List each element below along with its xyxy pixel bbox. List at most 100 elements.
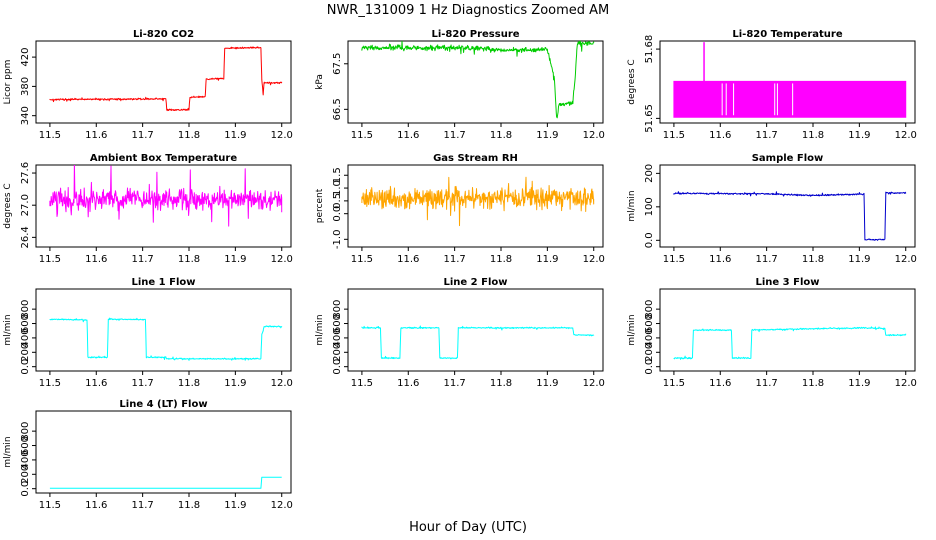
y-axis-label: Licor ppm [3,60,13,105]
x-tick-label: 11.6 [709,130,731,141]
y-axis-label: ml/min [627,190,637,221]
data-series-line [361,41,595,119]
y-tick-label: 51.65 [644,104,655,133]
y-tick-label: 800 [332,300,343,319]
x-tick-label: 11.5 [39,254,61,265]
x-tick-label: 11.5 [39,130,61,141]
figure-x-axis-label: Hour of Day (UTC) [409,520,527,535]
y-axis-label: degrees C [627,59,637,104]
x-tick-label: 11.8 [178,130,200,141]
data-layer [673,191,907,241]
y-tick-label: 100 [644,197,655,216]
panel-title: Line 4 (LT) Flow [119,399,207,410]
data-series-line [49,46,283,112]
x-tick-label: 11.9 [224,500,246,511]
x-tick-label: 11.6 [397,130,419,141]
y-tick-label: 400 [332,328,343,347]
y-tick-label: 1.0 [332,180,343,196]
x-tick-label: 11.5 [663,254,685,265]
figure-title: NWR_131009 1 Hz Diagnostics Zoomed AM [327,3,610,18]
data-layer [673,42,907,118]
data-layer [673,326,907,360]
x-tick-label: 11.5 [351,130,373,141]
y-tick-label: 800 [20,422,31,441]
y-tick-label: 600 [20,314,31,333]
panel-line-4-lt-flow: Line 4 (LT) Flow ml/min 11.5 11.6 11.7 11.8 11… [3,399,293,511]
plot-frame [35,40,292,124]
y-axis-label: ml/min [315,314,325,345]
panel-title: Li-820 Temperature [732,29,842,40]
data-series-line [49,476,282,489]
data-layer [49,317,283,361]
panel-line-2-flow: Line 2 Flow ml/min 11.5 11.6 11.7 11.8 11.9 12.… [315,277,605,389]
panel-title: Li-820 CO2 [133,29,194,40]
y-axis-label: ml/min [3,314,13,345]
x-tick-label: 11.9 [536,130,558,141]
y-tick-label: -1.0 [332,230,343,250]
y-tick-label: 400 [20,328,31,347]
data-series-line [49,165,283,227]
x-tick-label: 11.5 [351,254,373,265]
x-tick-label: 11.8 [178,500,200,511]
x-tick-label: 11.8 [802,254,824,265]
y-tick-label: 600 [332,314,343,333]
x-tick-label: 11.6 [85,378,107,389]
y-tick-label: 380 [20,77,31,96]
y-tick-label: 0.0 [644,232,655,248]
y-tick-label: 200 [20,465,31,484]
x-tick-label: 11.6 [397,254,419,265]
panel-ambient-box-temperature: Ambient Box Temperature degrees C 11.5 11.6… [3,153,293,265]
x-tick-label: 11.8 [178,254,200,265]
panel-li-820-temperature: Li-820 Temperature degrees C 11.5 11.6 11.7 1… [627,29,917,141]
x-tick-label: 11.6 [709,378,731,389]
y-tick-label: 420 [20,48,31,67]
panel-title: Li-820 Pressure [431,29,519,40]
y-tick-label: 1.5 [332,167,343,183]
x-tick-label: 12.0 [583,254,605,265]
x-tick-label: 12.0 [271,254,293,265]
x-tick-label: 11.7 [132,378,154,389]
panel-sample-flow: Sample Flow ml/min 11.5 11.6 11.7 11.8 11.9 12.… [627,153,917,265]
x-tick-label: 11.7 [444,254,466,265]
x-tick-label: 11.9 [848,130,870,141]
y-tick-label: 340 [20,106,31,125]
x-tick-label: 11.9 [848,378,870,389]
y-tick-label: 200 [20,343,31,362]
panel-gas-stream-rh: Gas Stream RH percent 11.5 11.6 11.7 11.8 11.9… [315,153,605,265]
data-layer [49,165,283,227]
y-axis-label: degrees C [3,183,13,228]
y-tick-label: 27.6 [20,162,31,184]
x-tick-label: 11.5 [663,378,685,389]
panel-line-1-flow: Line 1 Flow ml/min 11.5 11.6 11.7 11.8 11.9 12.… [3,277,293,389]
x-tick-label: 11.7 [132,254,154,265]
x-tick-label: 11.6 [709,254,731,265]
data-series-line [49,317,283,361]
x-tick-label: 11.9 [536,378,558,389]
x-tick-label: 12.0 [895,378,917,389]
y-axis-label: percent [315,188,325,223]
x-tick-label: 11.6 [85,130,107,141]
plot-frame [347,164,604,248]
plot-frame [35,410,292,494]
x-tick-label: 11.8 [178,378,200,389]
x-tick-label: 11.5 [663,130,685,141]
y-tick-label: 51.68 [644,35,655,64]
x-tick-label: 12.0 [583,378,605,389]
y-tick-label: 0.0 [332,359,343,375]
panel-title: Gas Stream RH [433,153,518,164]
x-tick-label: 11.8 [490,378,512,389]
panel-li-820-pressure: Li-820 Pressure kPa 11.5 11.6 11.7 11.8 11.9 12… [315,29,605,141]
plot-frame [35,288,292,372]
x-tick-label: 11.8 [490,130,512,141]
x-tick-label: 12.0 [583,130,605,141]
x-tick-label: 11.7 [132,500,154,511]
panel-title: Line 2 Flow [444,277,508,288]
x-tick-label: 12.0 [895,130,917,141]
panel-title: Line 3 Flow [756,277,820,288]
x-tick-label: 12.0 [271,378,293,389]
x-tick-label: 12.0 [895,254,917,265]
x-tick-label: 11.6 [397,378,419,389]
panel-li-820-co2: Li-820 CO2 Licor ppm 11.5 11.6 11.7 11.8 11.9 1… [3,29,293,141]
data-series-line [673,326,907,360]
data-layer [361,325,595,360]
